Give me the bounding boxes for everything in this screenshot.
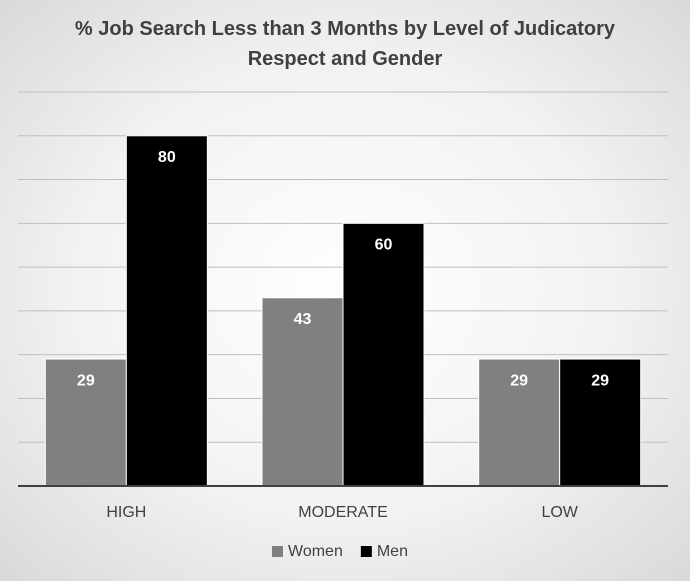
legend-label: Men — [377, 543, 408, 560]
bar — [125, 135, 208, 487]
legend-swatch — [360, 546, 372, 557]
x-tick-label: LOW — [541, 504, 578, 521]
legend-swatch — [272, 546, 283, 557]
x-tick-label: HIGH — [106, 504, 146, 521]
legend-label: Women — [288, 543, 343, 560]
x-tick-label: MODERATE — [298, 504, 387, 521]
value-label: 29 — [77, 372, 95, 389]
value-label: 80 — [158, 149, 176, 166]
value-label: 29 — [591, 372, 609, 389]
value-label: 43 — [294, 311, 312, 328]
value-label: 60 — [375, 237, 393, 254]
value-label: 29 — [510, 372, 528, 389]
bar — [342, 222, 425, 487]
chart-title: % Job Search Less than 3 Months by Level… — [74, 18, 616, 70]
